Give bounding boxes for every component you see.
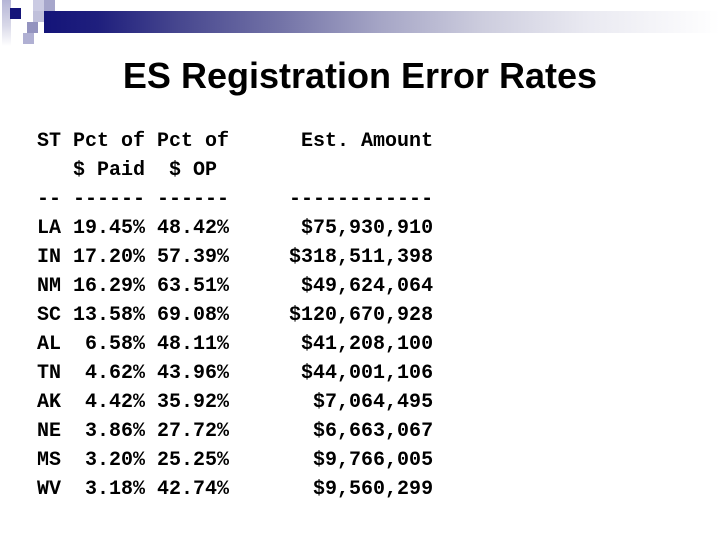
table-row: AL 6.58% 48.11% $41,208,100 — [37, 333, 434, 356]
table-row: WV 3.18% 42.74% $9,560,299 — [37, 478, 434, 501]
table-row: AK 4.42% 35.92% $7,064,495 — [37, 391, 434, 414]
error-rates-table: ST Pct of Pct of Est. Amount $ Paid $ OP… — [37, 127, 433, 504]
deco-square-medium-2 — [27, 22, 38, 33]
deco-gradient-bar — [44, 11, 720, 33]
table-row: SC 13.58% 69.08% $120,670,928 — [37, 304, 434, 327]
table-header-line-2: $ Paid $ OP — [37, 159, 218, 182]
table-row: LA 19.45% 48.42% $75,930,910 — [37, 217, 434, 240]
table-header-line-3: -- ------ ------ ------------ — [37, 188, 434, 211]
table-row: NM 16.29% 63.51% $49,624,064 — [37, 275, 434, 298]
deco-square-light-1 — [33, 0, 44, 11]
slide-title: ES Registration Error Rates — [122, 55, 598, 96]
table-row: IN 17.20% 57.39% $318,511,398 — [37, 246, 434, 269]
table-row: NE 3.86% 27.72% $6,663,067 — [37, 420, 434, 443]
table-row: TN 4.62% 43.96% $44,001,106 — [37, 362, 434, 385]
deco-square-light-2 — [33, 11, 44, 22]
table-row: MS 3.20% 25.25% $9,766,005 — [37, 449, 434, 472]
deco-gradient-strip — [2, 0, 11, 46]
deco-square-navy — [10, 8, 21, 19]
table-header-line-1: ST Pct of Pct of Est. Amount — [37, 130, 434, 153]
deco-square-medium-1 — [44, 0, 55, 11]
deco-square-light-3 — [23, 33, 34, 44]
